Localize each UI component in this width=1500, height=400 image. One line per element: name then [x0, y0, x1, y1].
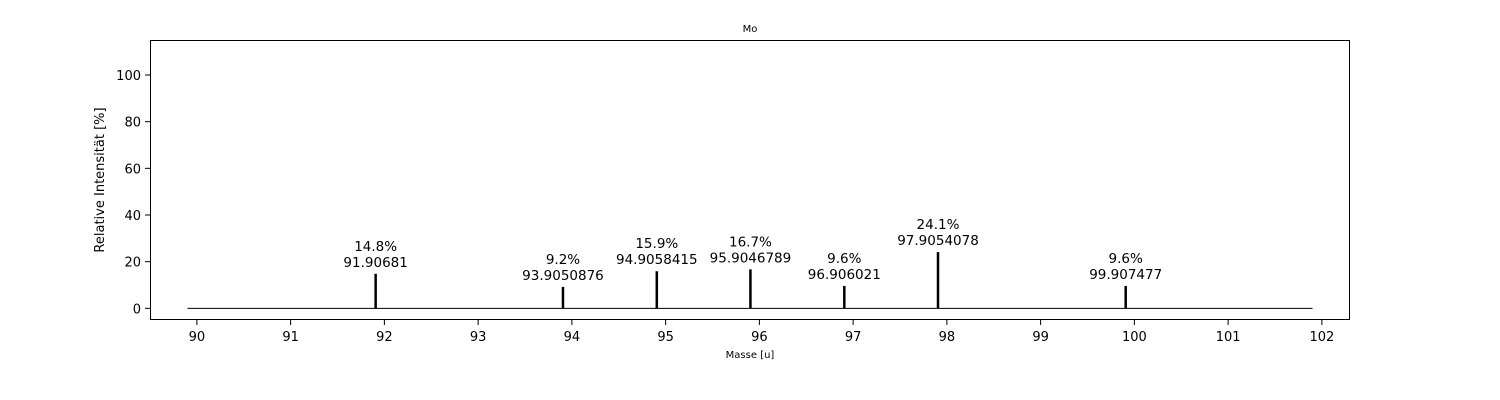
plot-frame	[150, 40, 1350, 320]
x-tick-label: 97	[845, 330, 862, 345]
x-tick-label: 100	[1122, 330, 1147, 345]
peak-mass-label: 99.907477	[1089, 267, 1162, 283]
y-tick-label: 20	[124, 256, 141, 271]
y-tick-label: 80	[124, 116, 141, 131]
x-tick-label: 94	[564, 330, 581, 345]
x-tick-label: 102	[1309, 330, 1334, 345]
y-tick-label: 40	[124, 209, 141, 224]
x-tick-label: 93	[470, 330, 487, 345]
y-axis: 0 20 40 60 80 100	[116, 69, 150, 317]
y-axis-label: Relative Intensität [%]	[93, 107, 108, 252]
x-tick-label: 96	[751, 330, 768, 345]
peak-mass-label: 95.9046789	[710, 250, 792, 266]
x-tick-label: 92	[376, 330, 393, 345]
x-tick-label: 99	[1032, 330, 1049, 345]
y-tick-label: 0	[133, 302, 141, 317]
chart-title: Mo	[743, 24, 758, 35]
x-axis: 90 91 92 93 94 95 96 97 98 99 100 101 102	[189, 320, 1334, 345]
x-tick-label: 90	[189, 330, 206, 345]
peak-mass-label: 97.9054078	[897, 233, 979, 249]
peak-percent-label: 9.6%	[827, 251, 861, 267]
x-tick-label: 95	[657, 330, 674, 345]
y-tick-label: 60	[124, 162, 141, 177]
y-tick-label: 100	[116, 69, 141, 84]
peak-mass-label: 96.906021	[808, 267, 881, 283]
x-tick-label: 91	[282, 330, 299, 345]
peak-percent-label: 14.8%	[354, 239, 397, 255]
x-axis-label: Masse [u]	[726, 350, 775, 361]
peak-mass-label: 93.9050876	[522, 268, 604, 284]
peak-mass-label: 94.9058415	[616, 252, 698, 268]
x-tick-label: 98	[939, 330, 956, 345]
peak-percent-label: 16.7%	[729, 234, 772, 250]
peak-percent-label: 24.1%	[917, 217, 960, 233]
x-tick-label: 101	[1216, 330, 1241, 345]
peak-percent-label: 9.6%	[1109, 251, 1143, 267]
peak-mass-label: 91.90681	[343, 255, 407, 271]
peak-percent-label: 15.9%	[635, 236, 678, 252]
peak-percent-label: 9.2%	[546, 252, 580, 268]
